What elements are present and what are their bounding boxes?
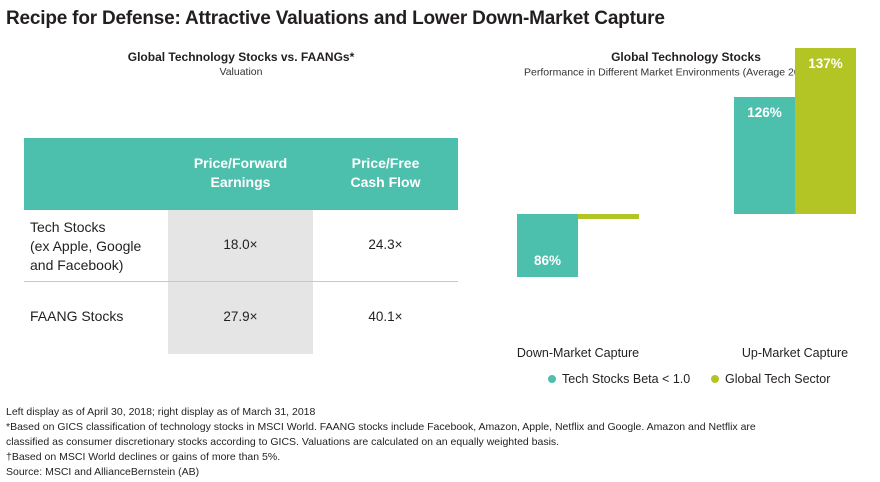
footnotes: Left display as of April 30, 2018; right… bbox=[6, 405, 866, 480]
data-label-down-global-tech: 99% bbox=[594, 194, 623, 210]
category-label-up-market: Up-Market Capture bbox=[741, 346, 849, 360]
legend-label-tech-beta: Tech Stocks Beta < 1.0 bbox=[562, 372, 691, 386]
capture-chart: 86% 99% 126% 137% Down-Market Capture Up… bbox=[500, 47, 880, 390]
row-label-faang-stocks: FAANG Stocks bbox=[30, 307, 123, 326]
column-header-line: Price/Forward bbox=[193, 155, 288, 171]
row-label-line: Tech Stocks bbox=[30, 219, 106, 235]
table-header: Price/Forward Earnings Price/Free Cash F… bbox=[24, 138, 458, 210]
cell-faang-free-cash-flow: 40.1× bbox=[368, 309, 403, 324]
legend-item-tech-beta: Tech Stocks Beta < 1.0 bbox=[548, 372, 690, 386]
footnote-line: Left display as of April 30, 2018; right… bbox=[6, 406, 316, 418]
category-label-down-market: Down-Market Capture bbox=[516, 346, 640, 360]
column-header-line: Cash Flow bbox=[350, 174, 421, 190]
bar-up-tech-beta bbox=[734, 97, 795, 214]
main-title: Recipe for Defense: Attractive Valuation… bbox=[6, 8, 665, 29]
bar-down-global-tech bbox=[578, 214, 639, 219]
right-panel-title: Global Technology Stocks bbox=[611, 50, 761, 64]
valuation-table: Price/Forward Earnings Price/Free Cash F… bbox=[24, 138, 458, 354]
cell-faang-forward-earnings: 27.9× bbox=[223, 309, 258, 324]
cell-tech-forward-earnings: 18.0× bbox=[223, 237, 258, 252]
row-label-line: FAANG Stocks bbox=[30, 308, 124, 324]
legend-dot-teal bbox=[548, 375, 556, 383]
left-panel-subtitle: Valuation bbox=[219, 66, 263, 78]
right-panel-subtitle-text: Performance in Different Market Environm… bbox=[524, 66, 845, 79]
footnote-line: †Based on MSCI World declines or gains o… bbox=[6, 451, 281, 463]
legend-label-global-tech: Global Tech Sector bbox=[725, 372, 831, 386]
row-label-tech-stocks: Tech Stocks (ex Apple, Google and Facebo… bbox=[30, 218, 141, 275]
row-divider bbox=[24, 281, 458, 282]
legend-item-global-tech: Global Tech Sector bbox=[711, 372, 830, 386]
footnote-line: Source: MSCI and AllianceBernstein (AB) bbox=[6, 466, 200, 478]
cell-tech-free-cash-flow: 24.3× bbox=[368, 237, 403, 252]
highlight-column bbox=[168, 210, 313, 354]
data-label-up-tech-beta: 126% bbox=[747, 105, 782, 120]
bar-up-global-tech bbox=[795, 47, 856, 214]
column-header-free-cash-flow: Price/Free Cash Flow bbox=[313, 154, 458, 192]
data-label-up-global-tech: 137% bbox=[808, 55, 843, 71]
left-panel-title: Global Technology Stocks vs. FAANGs* bbox=[127, 50, 355, 64]
row-label-line: and Facebook) bbox=[30, 257, 124, 273]
column-header-line: Earnings bbox=[210, 174, 271, 190]
bar-down-tech-beta bbox=[517, 214, 578, 277]
footnote-line: *Based on GICS classification of technol… bbox=[6, 421, 756, 433]
legend-dot-green bbox=[711, 375, 719, 383]
column-header-forward-earnings: Price/Forward Earnings bbox=[168, 154, 313, 192]
column-header-line: Price/Free bbox=[351, 155, 420, 171]
data-label-down-tech-beta: 86% bbox=[533, 253, 562, 268]
row-label-line: (ex Apple, Google bbox=[30, 238, 142, 254]
footnote-line: classified as consumer discretionary sto… bbox=[6, 436, 560, 448]
